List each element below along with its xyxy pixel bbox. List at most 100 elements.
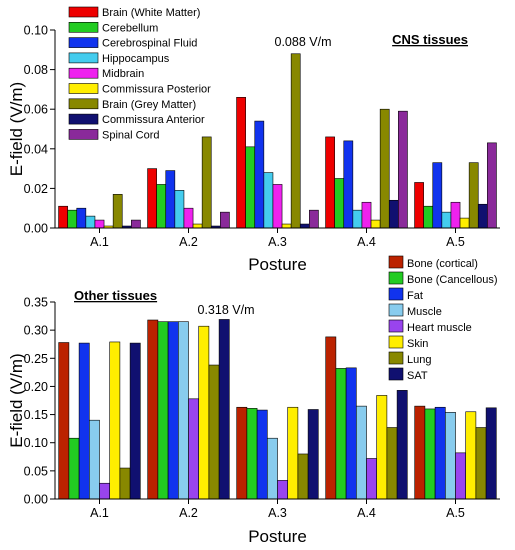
bar [325, 136, 335, 229]
legend-label: Bone (Cancellous) [407, 274, 498, 286]
legend-swatch [388, 287, 404, 301]
bar [109, 341, 121, 500]
bar [398, 110, 408, 229]
bar [220, 211, 230, 229]
x-tick-label: A.1 [90, 235, 109, 249]
legend-swatch [68, 52, 99, 64]
x-tick-label: A.1 [90, 506, 109, 520]
x-tick-label: A.4 [357, 235, 376, 249]
bar [156, 184, 167, 229]
bar [485, 407, 497, 500]
y-tick-label: 0.15 [24, 408, 48, 422]
y-axis-title: E-field (V/m) [7, 353, 26, 447]
series-group [112, 53, 479, 229]
bar [208, 364, 220, 500]
bar [245, 146, 256, 229]
legend-swatch [68, 83, 99, 94]
bar [281, 223, 292, 229]
bar [307, 409, 319, 500]
peak-annotation: 0.318 V/m [198, 303, 255, 317]
legend-label: Hippocampus [102, 53, 170, 65]
legend-swatch [68, 21, 99, 33]
bar [68, 437, 80, 500]
x-tick-label: A.4 [357, 506, 376, 520]
bar [58, 205, 68, 229]
bar [355, 405, 367, 500]
legend-label: Heart muscle [407, 322, 472, 334]
bar [119, 467, 131, 500]
legend-swatch [388, 255, 404, 269]
legend-label: Brain (Grey Matter) [102, 99, 196, 111]
bar [174, 190, 185, 229]
peak-annotation: 0.088 V/m [275, 35, 332, 49]
bar [309, 209, 319, 229]
legend-swatch [68, 113, 99, 125]
bar [459, 217, 470, 229]
bar [477, 203, 488, 229]
legend-swatch [68, 6, 99, 18]
bar [147, 168, 157, 229]
bar [85, 215, 96, 229]
bar [198, 325, 210, 500]
series-group [85, 172, 452, 229]
bar [78, 342, 90, 500]
legend-swatch [68, 37, 99, 48]
x-axis-title: Posture [248, 255, 307, 274]
y-tick-label: 0.20 [24, 380, 48, 394]
legend-label: Brain (White Matter) [102, 7, 200, 19]
legend-label: Bone (cortical) [407, 258, 478, 270]
other-tissues-chart: 0.00 0.05 0.10 0.15 0.20 0.25 0.30 0.35 A.1 A.2 A.… [7, 255, 500, 546]
legend-swatch [388, 303, 404, 317]
legend-label: Cerebellum [102, 22, 158, 34]
y-tick-label: 0.00 [24, 222, 48, 236]
legend-label: SAT [407, 370, 428, 382]
bar [455, 452, 466, 500]
bar [423, 205, 434, 229]
legend-label: Commissura Posterior [102, 84, 211, 96]
bar [370, 219, 381, 229]
bar [343, 140, 354, 229]
panel-title: CNS tissues [392, 32, 468, 47]
bar [246, 408, 258, 500]
bar [424, 408, 436, 500]
bar [99, 482, 110, 500]
bar [290, 53, 301, 229]
bar [188, 398, 199, 500]
bar [165, 170, 176, 229]
legend-label: Skin [407, 338, 428, 350]
bar [218, 319, 230, 500]
bar [299, 223, 310, 229]
legend-swatch [388, 367, 404, 381]
legend-label: Midbrain [102, 68, 144, 80]
x-tick-label: A.5 [446, 506, 465, 520]
legend-swatch [68, 129, 99, 140]
y-tick-label: 0.00 [24, 493, 48, 507]
bar [256, 409, 268, 500]
bar [157, 321, 169, 500]
x-tick-label: A.3 [268, 235, 287, 249]
x-axis-title: Posture [248, 527, 307, 546]
bar [468, 162, 479, 229]
bar [396, 390, 408, 500]
bar [386, 427, 398, 500]
bar [487, 142, 497, 229]
bar [379, 108, 390, 229]
bar [201, 136, 212, 229]
bar [376, 395, 388, 500]
bar [266, 437, 278, 500]
bar [465, 411, 477, 500]
legend-label: Lung [407, 354, 431, 366]
bar [414, 405, 426, 500]
bar [297, 453, 309, 500]
legend-swatch [68, 67, 99, 79]
y-tick-label: 0.30 [24, 324, 48, 338]
bar [167, 321, 179, 500]
bar [263, 172, 274, 229]
bar [76, 207, 87, 229]
bar [352, 209, 363, 229]
bar [254, 120, 265, 229]
bar [236, 97, 246, 229]
y-tick-label: 0.06 [24, 103, 48, 117]
bar [475, 427, 487, 500]
y-tick-label: 0.04 [24, 142, 48, 156]
